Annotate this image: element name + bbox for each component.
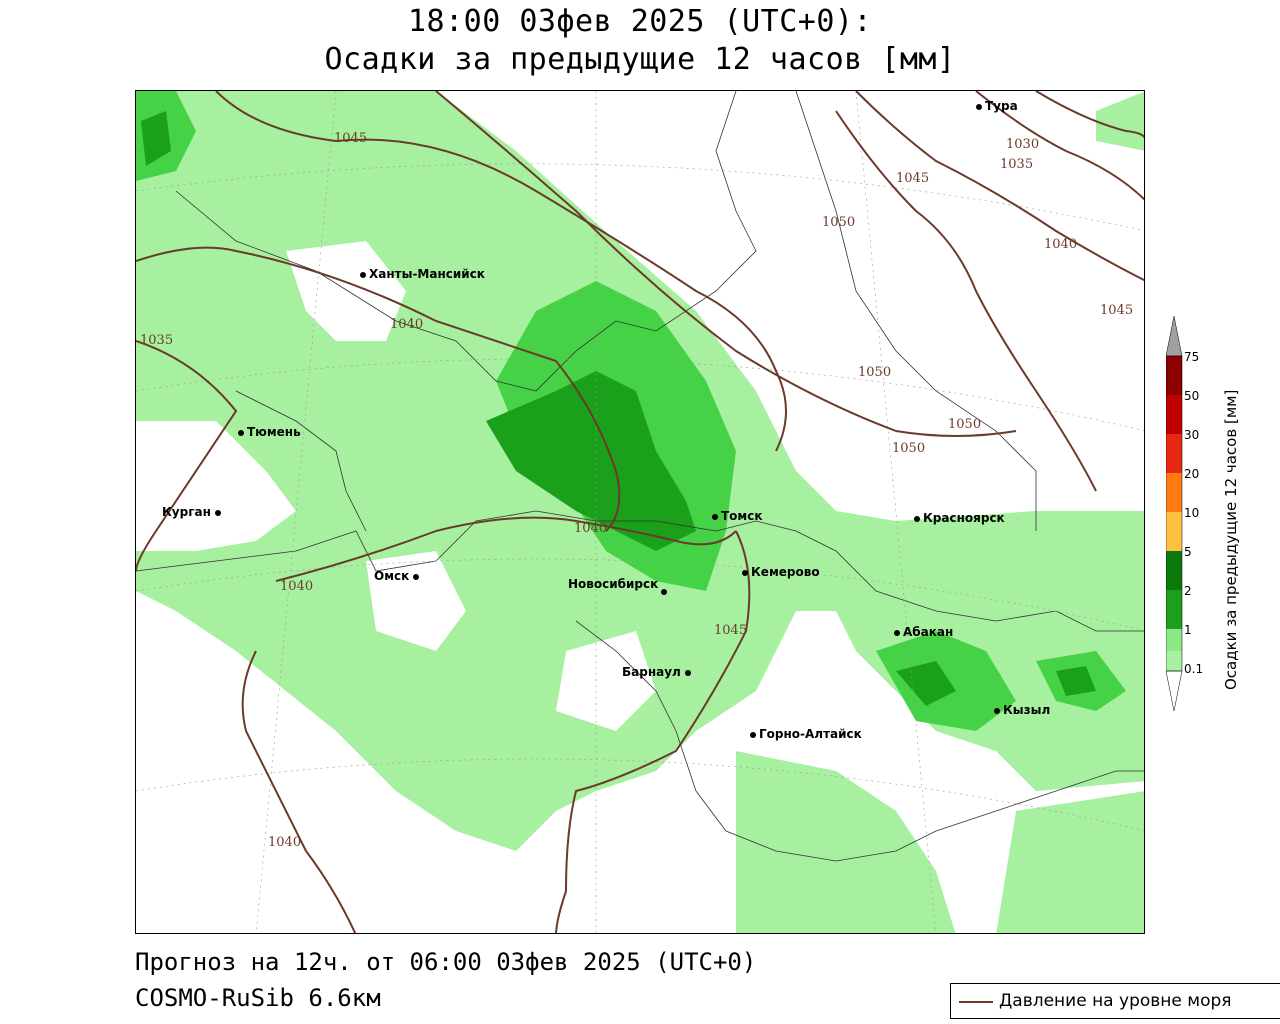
city-marker: Горно-Алтайск	[750, 727, 862, 741]
city-marker: Тура	[976, 99, 1018, 113]
colorbar-tick: 2	[1184, 584, 1192, 598]
colorbar-frame	[1166, 355, 1183, 672]
map-title-variable: Осадки за предыдущие 12 часов [мм]	[324, 42, 956, 77]
isobar-label: 1030	[1006, 137, 1040, 152]
city-label: Новосибирск	[568, 577, 659, 591]
city-dot-icon	[413, 573, 420, 580]
colorbar-swatch	[1166, 434, 1182, 473]
isobar-label: 1050	[822, 215, 856, 230]
city-dot-icon	[712, 513, 718, 520]
city-label: Красноярск	[923, 511, 1005, 525]
colorbar-tick: 20	[1184, 467, 1200, 481]
colorbar-tick: 5	[1184, 545, 1192, 559]
map-title-time: 18:00 03фев 2025 (UTC+0):	[407, 4, 873, 39]
city-dot-icon	[894, 629, 900, 636]
city-marker: Кемерово	[742, 565, 820, 579]
city-dot-icon	[742, 569, 748, 576]
city-label: Ханты-Мансийск	[369, 267, 485, 281]
colorbar-swatch	[1166, 395, 1182, 434]
isobar-label: 1040	[268, 835, 302, 850]
city-label: Горно-Алтайск	[759, 727, 862, 741]
city-label: Абакан	[903, 625, 954, 639]
colorbar-tick: 0.1	[1184, 662, 1204, 676]
colorbar-max-arrow	[1166, 316, 1183, 357]
pressure-line-icon	[959, 1001, 993, 1003]
colorbar-tick: 50	[1184, 389, 1200, 403]
city-dot-icon	[360, 271, 366, 278]
city-label: Омск	[374, 569, 410, 583]
city-marker: Новосибирск	[568, 577, 658, 591]
isobar-label: 1040	[574, 521, 608, 536]
isobar-label: 1045	[896, 171, 930, 186]
isobar-label: 1050	[892, 441, 926, 456]
city-label: Тюмень	[247, 425, 301, 439]
city-label: Курган	[162, 505, 211, 519]
isobar-label: 1035	[1000, 157, 1034, 172]
city-dot-icon	[214, 509, 221, 516]
colorbar-tick: 1	[1184, 623, 1192, 637]
colorbar-tick: 10	[1184, 506, 1200, 520]
city-marker: Томск	[712, 509, 763, 523]
isobar-label: 1050	[948, 417, 982, 432]
colorbar-bar	[1166, 316, 1183, 712]
city-dot-icon	[661, 589, 667, 595]
precip-white-holes	[136, 241, 656, 731]
isobars	[136, 91, 1144, 933]
isobar-label: 1035	[140, 333, 174, 348]
graticule	[136, 91, 1144, 933]
colorbar: 75 50 30 20 10 5 2 1 0.1	[1166, 316, 1280, 716]
model-name: COSMO-RuSib 6.6км	[135, 984, 381, 1012]
isobar-label: 1040	[1044, 237, 1078, 252]
isobar-label: 1040	[280, 579, 314, 594]
city-marker: Тюмень	[238, 425, 301, 439]
city-dot-icon	[976, 103, 982, 110]
isobar-label: 1045	[1100, 303, 1134, 318]
city-marker: Красноярск	[914, 511, 1005, 525]
isobar-label: 1040	[390, 317, 424, 332]
city-marker: Курган	[162, 505, 224, 519]
colorbar-swatch	[1166, 651, 1182, 671]
city-label: Кемерово	[751, 565, 820, 579]
colorbar-title: Осадки за предыдущие 12 часов [мм]	[1222, 389, 1240, 690]
city-dot-icon	[750, 731, 756, 738]
city-marker: Омск	[374, 569, 422, 583]
isobar-label: 1045	[714, 623, 748, 638]
isobar-label: 1045	[334, 131, 368, 146]
forecast-info: Прогноз на 12ч. от 06:00 03фев 2025 (UTC…	[135, 948, 757, 976]
colorbar-swatch	[1166, 551, 1182, 590]
colorbar-tick: 75	[1184, 350, 1200, 364]
city-label: Томск	[721, 509, 763, 523]
precipitation-map: 1045 1030 1035 1045 1050 1040 1045 1040 …	[135, 90, 1145, 934]
colorbar-swatch	[1166, 473, 1182, 512]
city-marker: Ханты-Мансийск	[360, 267, 485, 281]
city-marker: Барнаул	[622, 665, 694, 679]
pressure-legend-label: Давление на уровне моря	[999, 991, 1232, 1011]
colorbar-swatch	[1166, 590, 1182, 629]
colorbar-swatch	[1166, 512, 1182, 551]
city-label: Кызыл	[1003, 703, 1051, 717]
city-dot-icon	[994, 707, 1000, 714]
city-dot-icon	[684, 669, 691, 676]
colorbar-min-arrow	[1166, 670, 1183, 712]
city-dot-icon	[238, 429, 244, 436]
city-dot-icon	[914, 515, 920, 522]
city-label: Барнаул	[622, 665, 681, 679]
city-marker: Кызыл	[994, 703, 1050, 717]
colorbar-tick: 30	[1184, 428, 1200, 442]
city-marker: Абакан	[894, 625, 953, 639]
pressure-legend: Давление на уровне моря	[950, 983, 1280, 1019]
colorbar-swatch	[1166, 356, 1182, 395]
map-canvas	[136, 91, 1144, 933]
city-label: Тура	[985, 99, 1018, 113]
isobar-label: 1050	[858, 365, 892, 380]
